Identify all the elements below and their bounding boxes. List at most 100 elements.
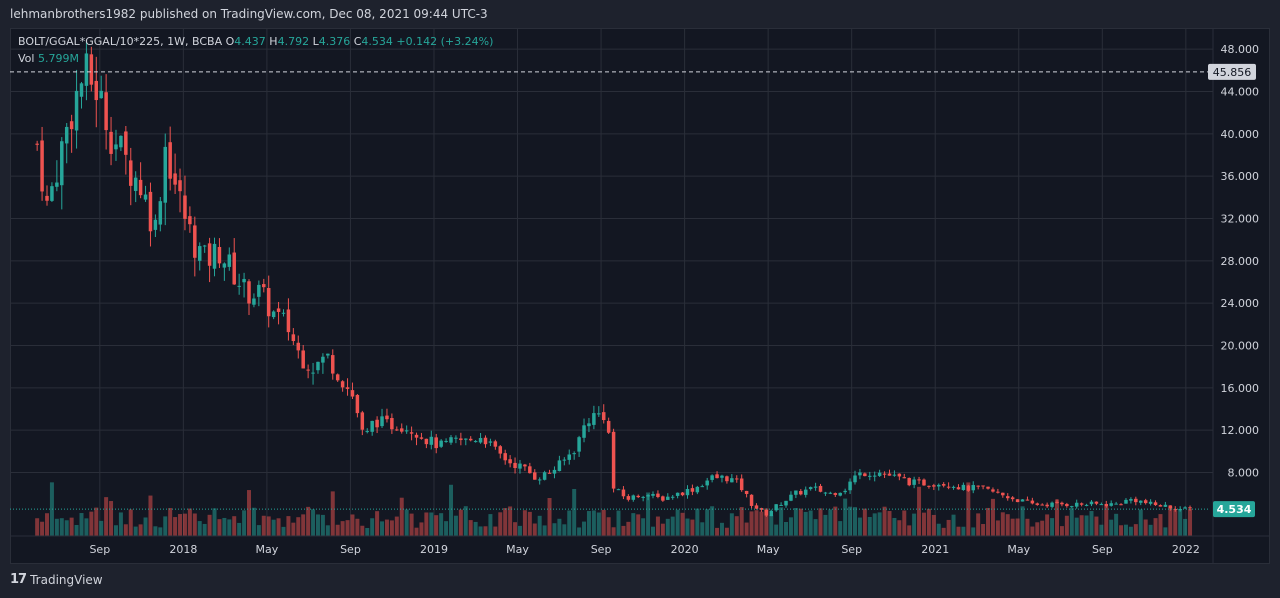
candle-body <box>1079 503 1084 505</box>
volume-bar <box>1020 506 1025 536</box>
volume-bar <box>1173 510 1178 536</box>
volume-bar <box>660 523 665 536</box>
price-tick-label: 32.000 <box>1221 213 1260 226</box>
candle-body <box>148 191 153 232</box>
candle-body <box>730 478 734 483</box>
price-tick-label: 40.000 <box>1221 128 1260 141</box>
volume-bar <box>128 509 133 536</box>
candle-body <box>749 494 754 506</box>
candle-body <box>912 479 916 485</box>
volume-bar <box>237 522 242 536</box>
volume-bar <box>404 509 409 536</box>
candle-body <box>557 460 562 472</box>
candle-body <box>1025 499 1030 501</box>
volume-value: 5.799M <box>37 52 79 65</box>
close-label: C <box>353 35 362 48</box>
candle-body <box>493 441 498 447</box>
time-tick-label: 2022 <box>1172 543 1200 556</box>
volume-bar <box>522 510 527 536</box>
volume-bar <box>769 515 774 536</box>
volume-bar <box>394 516 399 536</box>
volume-bar <box>976 513 981 536</box>
volume-bar <box>429 512 434 536</box>
volume-bar <box>1094 516 1099 536</box>
candle-body <box>375 419 379 428</box>
volume-bar <box>1158 514 1163 536</box>
volume-bar <box>887 511 892 536</box>
volume-bar <box>473 521 478 536</box>
candle-body <box>956 487 961 490</box>
volume-bar <box>986 507 991 536</box>
volume-bar <box>439 513 444 536</box>
volume-bar <box>202 523 207 536</box>
volume-bar <box>542 525 547 536</box>
candle-body <box>1001 492 1005 496</box>
candle-body <box>828 492 833 494</box>
candle-body <box>276 308 281 312</box>
candle-body <box>45 195 49 201</box>
last-price-badge: 4.534 <box>1213 501 1255 518</box>
volume-bar <box>675 509 680 536</box>
volume-bar <box>266 516 271 536</box>
price-chart[interactable]: 48.000 44.000 40.000 36.000 32.000 28.000 24.0… <box>10 28 1270 564</box>
candle-body <box>932 485 936 487</box>
volume-legend: Vol 5.799M <box>18 52 79 65</box>
candle-body <box>79 83 84 97</box>
volume-bar <box>345 520 350 536</box>
candle-body <box>1030 500 1035 504</box>
candle-body <box>616 489 621 491</box>
price-tick-label: 24.000 <box>1221 297 1260 310</box>
time-tick-label: Sep <box>340 543 361 556</box>
time-axis: Sep 2018 May Sep 2019 May Sep 2020 May Sep 2021 May… <box>89 543 1199 556</box>
volume-bar <box>857 517 862 536</box>
volume-bar <box>104 497 109 536</box>
open-value: 4.437 <box>234 35 266 48</box>
price-tick-label: 12.000 <box>1221 424 1260 437</box>
time-tick-label: May <box>1007 543 1030 556</box>
volume-bar <box>779 507 784 536</box>
candle-body <box>60 141 64 186</box>
candle-body <box>40 140 44 192</box>
volume-bar <box>867 517 872 536</box>
volume-bar <box>1064 515 1069 536</box>
volume-bar <box>59 518 64 536</box>
candle-body <box>735 478 739 480</box>
volume-bar <box>596 512 601 536</box>
open-label: O <box>225 35 235 48</box>
volume-bar <box>178 514 183 536</box>
volume-bar <box>936 523 941 536</box>
candle-body <box>296 342 301 351</box>
candle-body <box>666 496 670 500</box>
volume-bar <box>296 517 301 536</box>
volume-bar <box>1015 518 1020 536</box>
volume-bar <box>591 510 596 536</box>
candle-body <box>971 485 975 491</box>
candle-body <box>1070 506 1074 508</box>
brand-label: TradingView <box>30 572 103 587</box>
candle-body <box>193 225 197 258</box>
symbol-label: BOLT/GGAL*GGAL/10*225, 1W, BCBA <box>18 35 223 48</box>
volume-bar <box>291 522 296 536</box>
candle-body <box>823 492 828 494</box>
volume-bar <box>1089 511 1094 536</box>
volume-bar <box>759 511 764 536</box>
candle-body <box>818 485 823 492</box>
candle-body <box>1153 502 1158 506</box>
change-value: +0.142 (+3.24%) <box>396 35 494 48</box>
volume-bar <box>1069 508 1074 536</box>
volume-bar <box>271 519 276 536</box>
volume-bar <box>419 522 424 536</box>
candle-body <box>848 481 852 491</box>
volume-bar <box>1099 524 1104 536</box>
candle-body <box>138 179 143 196</box>
candle-body <box>158 201 163 225</box>
volume-bar <box>665 518 670 536</box>
candle-body <box>547 472 552 474</box>
volume-bar <box>49 482 54 536</box>
volume-bar <box>616 510 621 536</box>
volume-bar <box>301 514 306 536</box>
price-axis: 48.000 44.000 40.000 36.000 32.000 28.000 24.0… <box>1221 43 1260 479</box>
candle-body <box>449 437 453 443</box>
footer[interactable]: 17 TradingView <box>10 572 103 587</box>
candle-body <box>1158 505 1163 507</box>
